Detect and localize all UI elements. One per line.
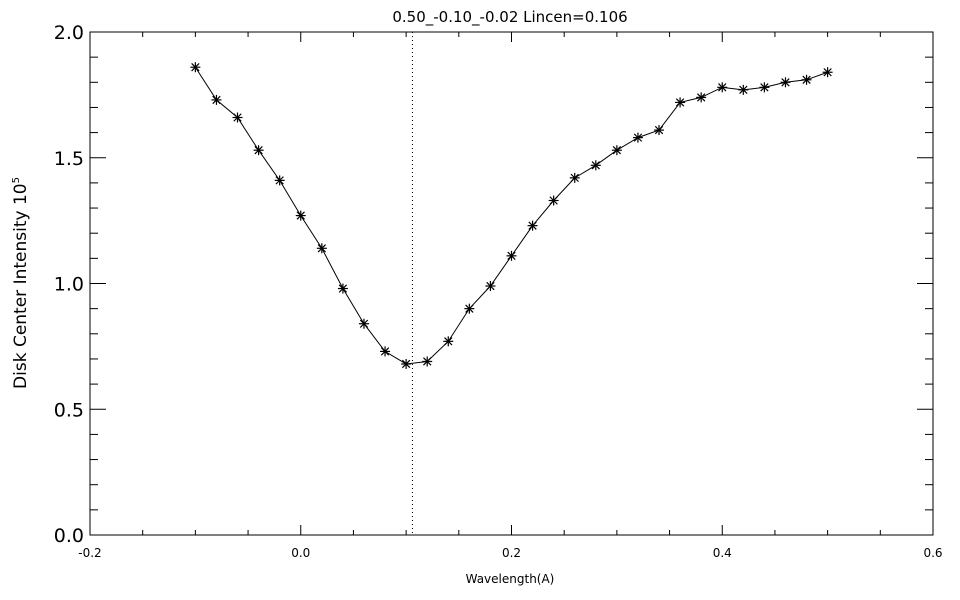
data-point <box>632 132 643 143</box>
marker-stroke <box>212 95 221 105</box>
data-point <box>506 250 517 261</box>
marker-stroke <box>233 113 242 122</box>
data-point <box>759 82 770 93</box>
marker-stroke <box>654 125 664 135</box>
data-point <box>801 74 812 85</box>
x-tick-label: -0.2 <box>78 546 101 560</box>
y-axis-label-exponent: 5 <box>11 177 22 183</box>
y-axis-label: Disk Center Intensity 105 <box>11 177 31 389</box>
marker-stroke <box>317 244 326 253</box>
data-point <box>780 77 791 88</box>
marker-stroke <box>823 68 832 77</box>
data-point <box>401 358 412 369</box>
data-point <box>337 283 348 294</box>
plot-frame <box>89 31 934 536</box>
data-point <box>274 175 285 186</box>
data-point <box>358 318 369 329</box>
marker-stroke <box>191 63 200 72</box>
marker-stroke <box>633 133 643 142</box>
marker-stroke <box>444 337 453 346</box>
data-point <box>211 94 222 105</box>
y-tick-label: 1.0 <box>54 274 84 296</box>
x-tick-label: 0.2 <box>502 546 521 560</box>
y-tick-label: 0.0 <box>54 525 84 547</box>
marker-stroke <box>570 173 579 183</box>
y-tick-label: 2.0 <box>54 22 84 44</box>
data-point <box>316 243 327 254</box>
series-line-group <box>194 66 828 365</box>
data-point <box>590 160 601 171</box>
marker-stroke <box>781 78 790 87</box>
marker-stroke <box>338 284 348 293</box>
marker-stroke <box>718 83 727 92</box>
x-axis-label: Wavelength(A) <box>466 572 555 586</box>
marker-stroke <box>401 359 411 369</box>
marker-stroke <box>591 161 600 170</box>
y-tick-label: 0.5 <box>54 399 84 421</box>
x-tick-label: 0.6 <box>923 546 942 560</box>
data-point <box>485 281 496 292</box>
y-tick-label: 1.5 <box>54 148 84 170</box>
data-point <box>738 84 749 95</box>
marker-stroke <box>507 251 516 261</box>
y-axis: 0.0 0.5 1.0 1.5 2.0 <box>54 22 933 547</box>
data-point <box>443 336 454 347</box>
marker-stroke <box>612 146 622 155</box>
marker-stroke <box>739 85 748 95</box>
data-point <box>190 62 201 73</box>
data-point <box>569 172 580 183</box>
data-point <box>464 303 475 314</box>
marker-stroke <box>296 211 305 220</box>
data-point <box>696 92 707 103</box>
plot-border <box>89 31 934 536</box>
marker-stroke <box>675 98 685 107</box>
marker-stroke <box>697 93 706 102</box>
marker-stroke <box>254 146 263 155</box>
x-axis: -0.2 0.0 0.2 0.4 0.6 <box>78 32 943 560</box>
series-markers <box>190 62 833 369</box>
data-point <box>717 82 728 93</box>
marker-stroke <box>802 75 811 84</box>
marker-stroke <box>465 304 474 313</box>
data-point <box>253 145 264 156</box>
marker-stroke <box>423 357 432 366</box>
data-point <box>295 210 306 221</box>
chart-title: 0.50_-0.10_-0.02 Lincen=0.106 <box>392 8 627 27</box>
data-point <box>822 67 833 78</box>
x-tick-label: 0.4 <box>713 546 732 560</box>
marker-stroke <box>760 83 769 92</box>
y-axis-label-text: Disk Center Intensity 10 <box>11 183 31 389</box>
marker-stroke <box>549 196 558 205</box>
marker-stroke <box>380 347 390 356</box>
data-point <box>654 125 665 136</box>
marker-stroke <box>359 319 369 328</box>
marker-stroke <box>275 176 284 185</box>
data-point <box>380 346 391 357</box>
data-point <box>611 145 622 156</box>
data-point <box>675 97 686 108</box>
data-point <box>232 112 243 123</box>
marker-stroke <box>528 221 537 230</box>
x-tick-label: 0.0 <box>291 546 310 560</box>
marker-stroke <box>486 281 495 291</box>
series-line <box>194 66 828 365</box>
data-point <box>527 220 538 231</box>
data-point <box>422 356 433 367</box>
data-point <box>548 195 559 206</box>
